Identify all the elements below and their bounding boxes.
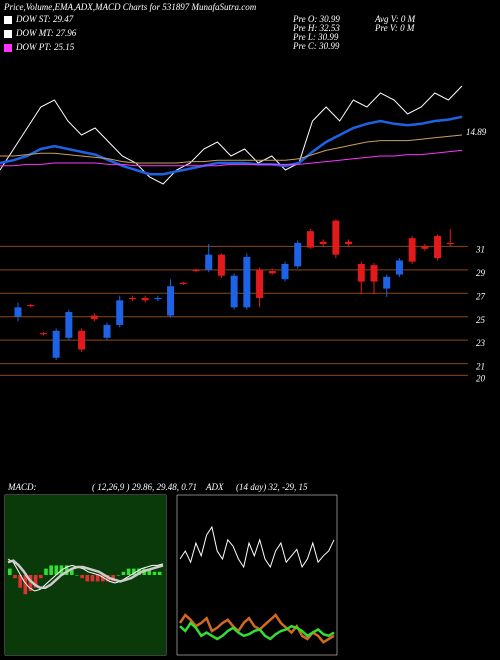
candle-body [230, 275, 238, 308]
y-tick-label: 20 [476, 373, 486, 383]
candle-body [446, 242, 454, 245]
histogram-bar [44, 568, 48, 575]
histogram-bar [85, 575, 90, 582]
panel-subtitle: ( 12,26,9 ) 29.86, 29.48, 0.71 [92, 482, 197, 492]
y-tick-label: 29 [476, 268, 486, 278]
panel-title: ADX [205, 482, 224, 492]
candle-body [141, 297, 149, 301]
line-series [0, 85, 463, 185]
candle-body [421, 246, 429, 249]
line-series [0, 149, 463, 167]
panel-subtitle: (14 day) 32, -29, 15 [236, 482, 308, 492]
histogram-bar [121, 571, 126, 575]
info-label: Avg V: 0 M [374, 14, 416, 24]
histogram-bar [90, 575, 95, 582]
candle-body [256, 269, 264, 298]
candle-body [332, 220, 340, 255]
histogram-bar [132, 568, 136, 575]
histogram-bar [116, 575, 121, 576]
histogram-bar [49, 565, 53, 575]
candle-body [383, 276, 391, 289]
candle-body [205, 254, 213, 270]
legend-swatch [4, 30, 12, 38]
histogram-bar [137, 568, 141, 575]
line-series [7, 558, 164, 592]
candle-body [408, 238, 416, 262]
candle-body [116, 300, 124, 325]
value-label: 14.89 [466, 127, 487, 137]
candle-body [128, 297, 136, 300]
histogram-bar [101, 575, 105, 582]
histogram-bar [70, 568, 74, 575]
histogram-bar [152, 571, 157, 575]
candle-body [167, 286, 175, 316]
histogram-bar [126, 568, 131, 575]
line-series [0, 134, 463, 164]
candle-body [39, 333, 47, 335]
candle-body [294, 242, 302, 267]
candle-body [78, 330, 86, 350]
candle-body [243, 256, 251, 308]
legend-swatch [4, 16, 12, 24]
candle-body [281, 263, 289, 280]
candle-body [345, 241, 353, 245]
histogram-bar [28, 575, 33, 591]
y-tick-label: 25 [476, 315, 486, 325]
info-label: Pre V: 0 M [374, 23, 415, 33]
legend-label: DOW ST: 29.47 [15, 14, 74, 24]
candle-body [268, 271, 276, 274]
adx-frame [176, 494, 338, 656]
candle-body [370, 265, 378, 282]
y-tick-label: 31 [475, 244, 485, 254]
histogram-bar [95, 575, 100, 582]
candle-body [52, 330, 60, 358]
histogram-bar [147, 568, 152, 575]
candle-body [306, 231, 314, 248]
histogram-bar [33, 575, 38, 588]
histogram-bar [157, 571, 162, 575]
line-series [7, 559, 164, 590]
info-label: Pre L: 30.99 [292, 32, 339, 42]
line-series [178, 613, 335, 644]
line-series [179, 621, 335, 641]
candle-body [357, 263, 365, 282]
info-label: Pre H: 32.53 [292, 23, 340, 33]
info-label: Pre C: 30.99 [292, 41, 340, 51]
y-tick-label: 23 [476, 338, 486, 348]
candle-body [65, 312, 73, 338]
candle-body [319, 241, 327, 245]
candle-body [90, 315, 98, 320]
legend-label: DOW PT: 25.15 [15, 42, 75, 52]
candle-body [192, 269, 200, 272]
line-series [0, 115, 463, 176]
histogram-bar [39, 575, 43, 579]
candle-body [14, 307, 22, 317]
histogram-bar [75, 575, 79, 576]
line-series [179, 525, 335, 569]
y-tick-label: 27 [476, 291, 486, 301]
candle-body [434, 235, 442, 259]
info-label: Pre O: 30.99 [292, 14, 340, 24]
histogram-bar [80, 575, 84, 579]
candle-body [154, 297, 162, 300]
candle-body [217, 254, 225, 276]
histogram-bar [13, 575, 17, 579]
y-tick-label: 21 [476, 362, 485, 372]
histogram-bar [18, 575, 22, 588]
histogram-bar [8, 568, 12, 575]
candle-body [395, 260, 403, 275]
legend-swatch [4, 44, 12, 52]
histogram-bar [64, 565, 69, 575]
panel-title: MACD: [7, 482, 37, 492]
legend-label: DOW MT: 27.96 [15, 28, 77, 38]
candle-body [179, 282, 187, 284]
candle-body [103, 324, 111, 338]
histogram-bar [54, 565, 59, 575]
candle-body [27, 305, 35, 307]
chart-title: Price,Volume,EMA,ADX,MACD Charts for 531… [3, 2, 257, 12]
histogram-bar [23, 575, 28, 595]
